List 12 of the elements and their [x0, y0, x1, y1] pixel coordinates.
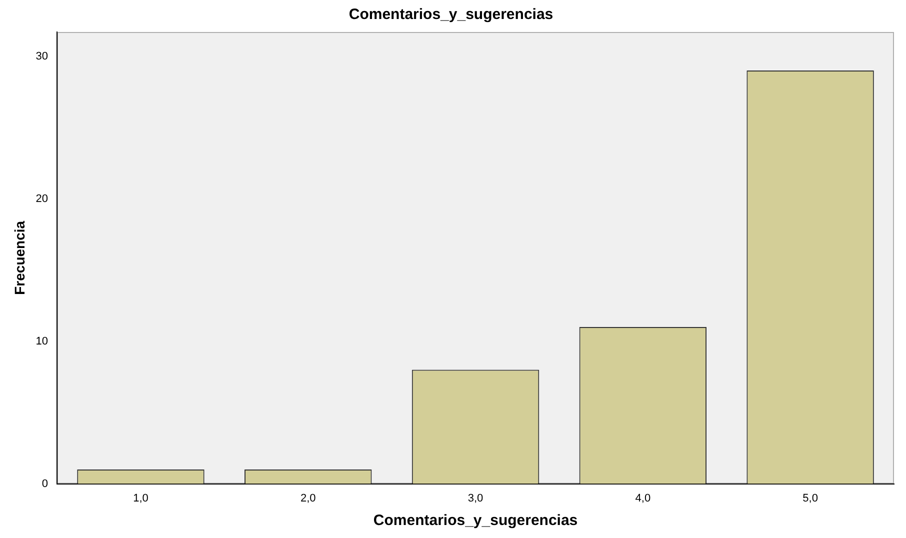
x-tick-label: 4,0 [635, 492, 651, 504]
y-axis-title: Frecuencia [11, 220, 28, 295]
x-tick-label: 3,0 [468, 492, 484, 504]
y-tick-label: 20 [36, 192, 48, 205]
x-axis-title: Comentarios_y_sugerencias [373, 512, 578, 530]
chart-title: Comentarios_y_sugerencias [348, 6, 554, 24]
x-tick-label: 5,0 [802, 492, 818, 504]
y-tick-label: 30 [36, 50, 48, 62]
x-tick-label: 1,0 [133, 492, 148, 504]
x-tick-label: 2,0 [300, 492, 316, 504]
y-tick-label: 10 [36, 335, 48, 348]
y-tick-label: 0 [42, 478, 48, 490]
